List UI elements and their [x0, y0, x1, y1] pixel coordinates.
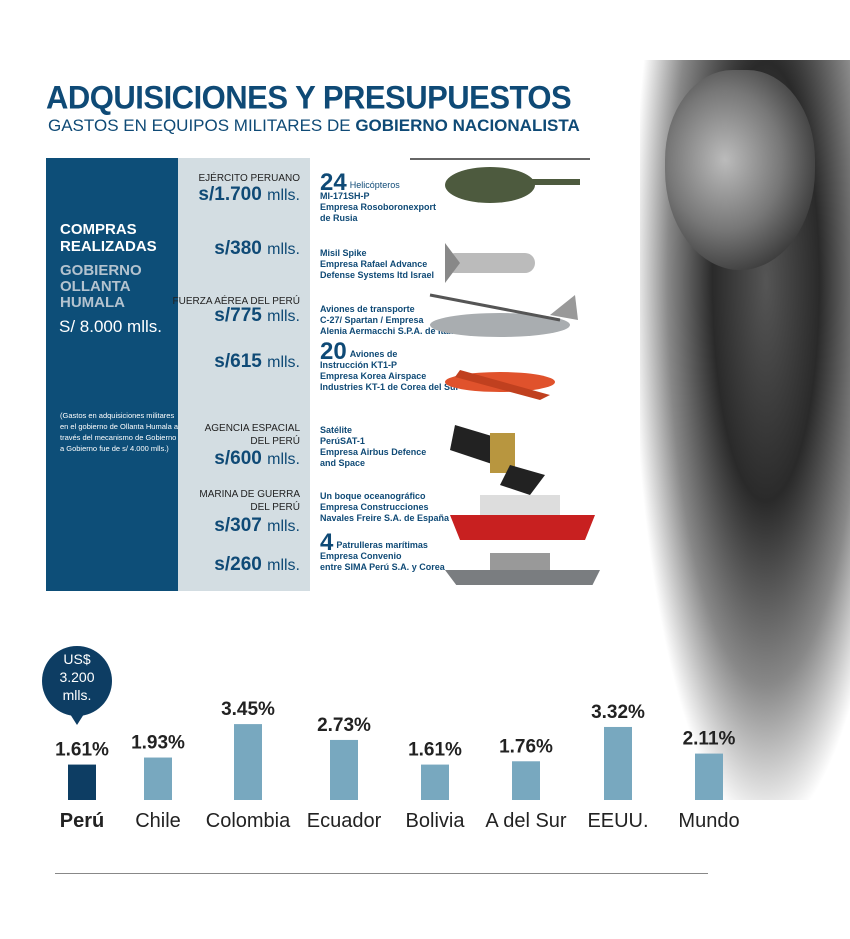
- category-label: Bolivia: [406, 810, 466, 832]
- callout-text: 3.200: [59, 669, 94, 685]
- category-label: Chile: [135, 810, 181, 832]
- amount: s/775 mlls.: [214, 305, 300, 326]
- gov-label: HUMALA: [60, 294, 125, 311]
- footnote: (Gastos en adquisiciones militares en el…: [60, 411, 178, 453]
- page-subtitle: GASTOS EN EQUIPOS MILITARES DE GOBIERNO …: [48, 116, 580, 135]
- satellite-icon: [450, 425, 545, 495]
- data-label: 2.73%: [317, 715, 371, 736]
- amount: s/1.700 mlls.: [198, 184, 300, 205]
- dept-label: FUERZA AÉREA DEL PERÚ: [172, 296, 300, 307]
- data-label: 1.76%: [499, 736, 553, 757]
- bar-2: [234, 724, 262, 800]
- category-label: EEUU.: [587, 810, 648, 832]
- data-label: 2.11%: [683, 729, 736, 750]
- purchase-desc: Satélite PerúSAT-1 Empresa Airbus Defence a…: [320, 425, 427, 468]
- category-label: Mundo: [678, 810, 739, 832]
- category-label: A del Sur: [485, 810, 567, 832]
- callout-text: mlls.: [63, 687, 92, 703]
- portrait-face: [665, 70, 815, 270]
- trainer-plane-icon: [445, 370, 555, 400]
- callout-text: US$: [63, 651, 90, 667]
- purchase-desc: 24 Helicópteros MI-171SH-P Empresa Rosoboro…: [320, 169, 437, 224]
- gov-label: OLLANTA: [60, 278, 131, 295]
- page-title: ADQUISICIONES Y PRESUPUESTOS: [46, 79, 572, 116]
- amount: s/307 mlls.: [214, 515, 300, 536]
- category-label: Colombia: [206, 810, 291, 832]
- purchase-desc: Aviones de transporte C-27/ Spartan / Emp…: [320, 304, 459, 336]
- heading-realizadas: REALIZADAS: [60, 238, 157, 255]
- data-label: 1.61%: [408, 740, 462, 761]
- bar-7: [695, 753, 723, 800]
- bar-4: [421, 764, 449, 800]
- purchase-desc: Misil Spike Empresa Rafael Advance Defense…: [320, 248, 435, 280]
- amount: s/260 mlls.: [214, 554, 300, 575]
- bar-1: [144, 757, 172, 800]
- callout-bubble: [42, 646, 112, 716]
- category-label: Ecuador: [307, 810, 382, 832]
- missile-icon: [445, 243, 535, 283]
- data-label: 1.61%: [55, 740, 109, 761]
- divider: [55, 873, 708, 874]
- bar-5: [512, 761, 540, 800]
- dept-label: AGENCIA ESPACIAL: [204, 423, 300, 434]
- vehicle-images: [410, 158, 600, 585]
- gov-label: GOBIERNO: [60, 262, 142, 279]
- summary-panel: [46, 158, 178, 591]
- data-label: 3.45%: [221, 699, 275, 720]
- dept-label: EJÉRCITO PERUANO: [198, 173, 301, 184]
- amount: s/615 mlls.: [214, 351, 300, 372]
- patrol-boat-icon: [445, 553, 600, 585]
- callout-pointer: [70, 714, 84, 725]
- amount: s/380 mlls.: [214, 238, 300, 259]
- bar-3: [330, 739, 358, 800]
- purchase-desc: Un boque oceanográfico Empresa Construcci…: [320, 491, 450, 523]
- dept-label: DEL PERÚ: [250, 436, 300, 447]
- transport-plane-icon: [429, 293, 578, 337]
- helicopter-icon: [410, 158, 590, 203]
- bar-6: [604, 726, 632, 800]
- research-ship-icon: [450, 495, 595, 540]
- category-label: Perú: [60, 810, 104, 832]
- dept-label: MARINA DE GUERRA: [199, 489, 300, 500]
- bar-0: [68, 764, 96, 800]
- purchase-desc: 20 Aviones de Instrucción KT1-P Empresa Kor…: [320, 338, 460, 393]
- amount: s/600 mlls.: [214, 448, 300, 469]
- heading-compras: COMPRAS: [60, 221, 137, 238]
- data-label: 3.32%: [591, 702, 645, 723]
- data-label: 1.93%: [131, 733, 185, 754]
- purchase-desc: 4 Patrulleras marítimas Empresa Convenio en…: [320, 529, 445, 573]
- amounts-panel: [178, 158, 310, 591]
- dept-label: DEL PERÚ: [250, 502, 300, 513]
- bar-chart: 1.61% Perú 1.93% Chile 3.45% Colombia 2.73% Ecu…: [42, 646, 740, 832]
- total-amount: S/ 8.000 mlls.: [59, 317, 162, 336]
